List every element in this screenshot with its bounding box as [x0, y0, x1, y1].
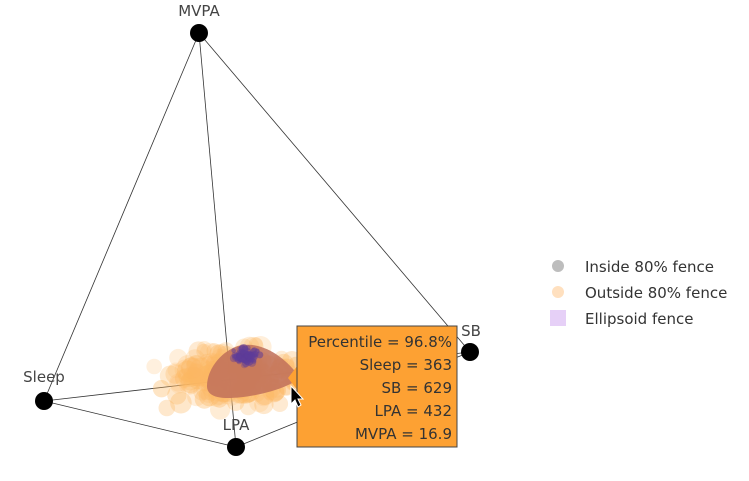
tooltip-line-sleep: Sleep = 363	[360, 356, 452, 374]
inside-fence-points	[229, 344, 264, 369]
outside-point	[174, 359, 196, 381]
inside-point	[247, 352, 258, 363]
legend-marker-ellipsoid	[550, 310, 566, 326]
outside-point	[199, 353, 215, 369]
outside-point	[183, 366, 198, 382]
inside-point	[236, 353, 242, 360]
outside-point	[169, 348, 188, 367]
outside-point	[169, 375, 188, 394]
outside-point	[186, 355, 205, 374]
outside-point	[176, 360, 199, 383]
inside-point	[252, 353, 257, 358]
vertex-label-lpa: LPA	[223, 416, 250, 434]
tooltip-line-percentile: Percentile = 96.8%	[308, 333, 452, 351]
outside-point	[152, 380, 171, 398]
outside-point	[249, 392, 270, 413]
inside-point	[231, 348, 236, 353]
inside-point	[250, 348, 256, 353]
vertex-lpa[interactable]	[227, 438, 245, 456]
outside-point	[170, 391, 192, 414]
hover-tooltip: Percentile = 96.8% Sleep = 363 SB = 629 …	[288, 325, 458, 448]
outside-point	[182, 370, 199, 387]
outside-point	[185, 358, 201, 374]
ellipsoid-fence-surface	[207, 344, 300, 398]
outside-point	[210, 399, 231, 420]
outside-point	[169, 373, 188, 392]
outside-point	[180, 371, 200, 391]
tooltip-line-lpa: LPA = 432	[375, 402, 452, 420]
outside-point	[206, 343, 222, 359]
inside-point	[250, 358, 257, 364]
outside-point	[186, 364, 207, 384]
outside-point	[186, 367, 203, 384]
outside-point	[200, 356, 216, 371]
inside-point	[254, 348, 260, 354]
vertex-sb[interactable]	[461, 343, 479, 361]
outside-point	[177, 355, 198, 375]
vertex-sleep[interactable]	[35, 392, 53, 410]
outside-point	[165, 364, 186, 384]
tooltip-pointer	[288, 365, 298, 391]
outside-point	[227, 393, 245, 411]
tetrahedron-vertices[interactable]: MVPA SB Sleep LPA	[23, 2, 481, 456]
edge-mvpa-sb	[198, 32, 471, 353]
legend-marker-inside	[552, 260, 564, 272]
inside-point	[242, 359, 250, 368]
vertex-mvpa[interactable]	[190, 24, 208, 42]
legend-label-ellipsoid: Ellipsoid fence	[585, 310, 693, 328]
vertex-label-sb: SB	[461, 322, 481, 340]
vertex-label-mvpa: MVPA	[178, 2, 220, 20]
inside-point	[238, 344, 249, 354]
outside-point	[196, 341, 212, 356]
outside-point	[185, 367, 205, 386]
outside-point	[254, 394, 274, 415]
outside-point	[189, 373, 206, 390]
outside-point	[178, 367, 196, 386]
outside-point	[186, 354, 209, 377]
outside-point	[199, 342, 221, 364]
legend-label-outside: Outside 80% fence	[585, 284, 727, 302]
outside-point	[167, 385, 187, 405]
outside-point	[187, 387, 206, 407]
outside-point	[183, 367, 202, 385]
vertex-label-sleep: Sleep	[23, 368, 65, 386]
outside-point	[271, 395, 289, 413]
tooltip-box	[296, 325, 458, 448]
legend-item-ellipsoid[interactable]: Ellipsoid fence	[550, 310, 693, 328]
outside-point	[158, 399, 176, 417]
tooltip-line-mvpa: MVPA = 16.9	[355, 425, 452, 443]
edge-mvpa-sleep	[43, 32, 200, 402]
outside-point	[185, 349, 205, 370]
tooltip-line-sb: SB = 629	[381, 379, 452, 397]
outside-point	[180, 357, 202, 379]
outside-point	[159, 365, 181, 387]
outside-point	[183, 376, 200, 394]
outside-point	[189, 367, 209, 387]
legend-label-inside: Inside 80% fence	[585, 258, 714, 276]
mouse-cursor-icon	[290, 384, 305, 408]
outside-point	[146, 358, 162, 375]
outside-point	[188, 369, 206, 387]
outside-point	[180, 373, 200, 393]
legend-marker-outside	[552, 286, 564, 298]
outside-point	[194, 389, 215, 409]
outside-point	[181, 357, 203, 379]
outside-point	[178, 373, 201, 395]
outside-point	[167, 362, 184, 379]
outside-point	[188, 341, 209, 362]
outside-point	[196, 343, 212, 360]
outside-point	[174, 369, 194, 388]
legend-item-inside[interactable]: Inside 80% fence	[552, 258, 714, 276]
outside-point	[188, 362, 203, 378]
legend-item-outside[interactable]: Outside 80% fence	[552, 284, 727, 302]
legend[interactable]: Inside 80% fence Outside 80% fence Ellip…	[550, 258, 727, 328]
outside-point	[193, 383, 211, 401]
outside-point	[239, 398, 257, 416]
edge-sleep-lpa	[43, 400, 237, 448]
outside-point	[204, 352, 219, 367]
outside-point	[190, 357, 212, 380]
